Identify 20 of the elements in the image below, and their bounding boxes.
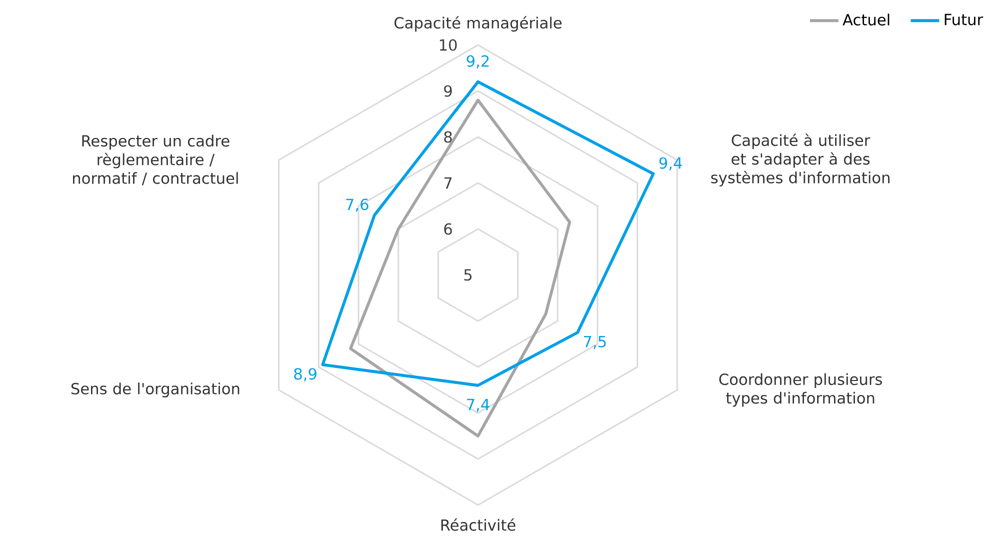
y-tick-label: 10 [440, 39, 457, 51]
data-label: 7,4 [467, 398, 490, 412]
y-tick-label: 6 [444, 223, 452, 235]
y-tick-label: 8 [444, 131, 452, 143]
data-label: 8,9 [294, 368, 316, 382]
spoke-label: Respecter un cadre règlementaire / normatif / contractuel [73, 134, 238, 186]
y-tick-label: 5 [464, 269, 472, 281]
spoke-label: Capacité à utiliser et s'adapter à des systèmes d'information [711, 134, 890, 186]
legend-label: Futur [944, 14, 984, 26]
legend-label: Actuel [842, 14, 890, 26]
spoke-label: Capacité managériale [394, 16, 562, 32]
y-tick-label: 9 [444, 85, 452, 97]
y-tick-label: 7 [444, 177, 452, 189]
data-label: 9,2 [466, 55, 489, 68]
data-label: 9,4 [659, 157, 682, 170]
spoke-label: Sens de l'organisation [71, 382, 240, 398]
data-label: 7,6 [346, 198, 368, 212]
data-label: 7,5 [584, 336, 606, 349]
spoke-label: Coordonner plusieurs types d'information [719, 373, 882, 407]
spoke-label: Réactivité [441, 518, 516, 531]
